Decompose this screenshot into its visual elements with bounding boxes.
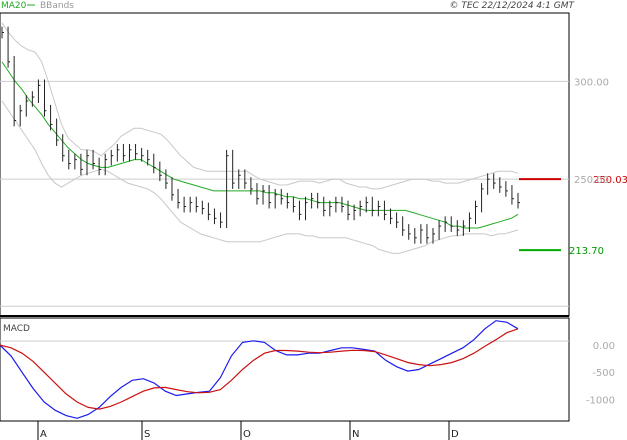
ma20-layer (1, 61, 519, 229)
macd-panel-frame (0, 317, 570, 422)
levels-layer (519, 178, 561, 252)
bbands-upper-line (1, 22, 519, 190)
macd-lines-layer (0, 320, 519, 419)
macd-signal-line (0, 328, 519, 410)
price-bars-layer (1, 26, 520, 244)
x-axis-tick-label: O (243, 429, 251, 440)
x-axis-tick-label: A (40, 429, 47, 440)
x-axis-tick-label: S (144, 429, 150, 440)
macd-title: MACD (3, 324, 30, 334)
macd-y-tick-label: -500 (592, 368, 615, 379)
ma20-line (1, 61, 519, 229)
resistance-level-label: 250.03 (593, 175, 627, 186)
bollinger-bands-layer (1, 22, 519, 254)
bbands-lower-line (1, 100, 519, 254)
copyright-text: © TEC 22/12/2024 4:1 GMT (449, 1, 575, 11)
x-axis-tick-label: D (451, 429, 459, 440)
macd-y-tick-label: -1000 (586, 395, 615, 406)
price-panel-frame (0, 12, 570, 317)
price-y-tick-label: 250.00 (574, 175, 609, 186)
macd-macd-line (0, 320, 519, 419)
price-y-tick-label: 300.00 (574, 77, 609, 88)
grid-layer: 300.00 250.00 0.00 -500 -1000 (0, 77, 615, 406)
x-axis-tick-label: N (352, 429, 359, 440)
legend-ma20: MA20 (1, 1, 27, 11)
macd-y-tick-label: 0.00 (593, 341, 615, 352)
legend-bbands: BBands (40, 1, 74, 11)
support-level-label: 213.70 (569, 246, 604, 257)
